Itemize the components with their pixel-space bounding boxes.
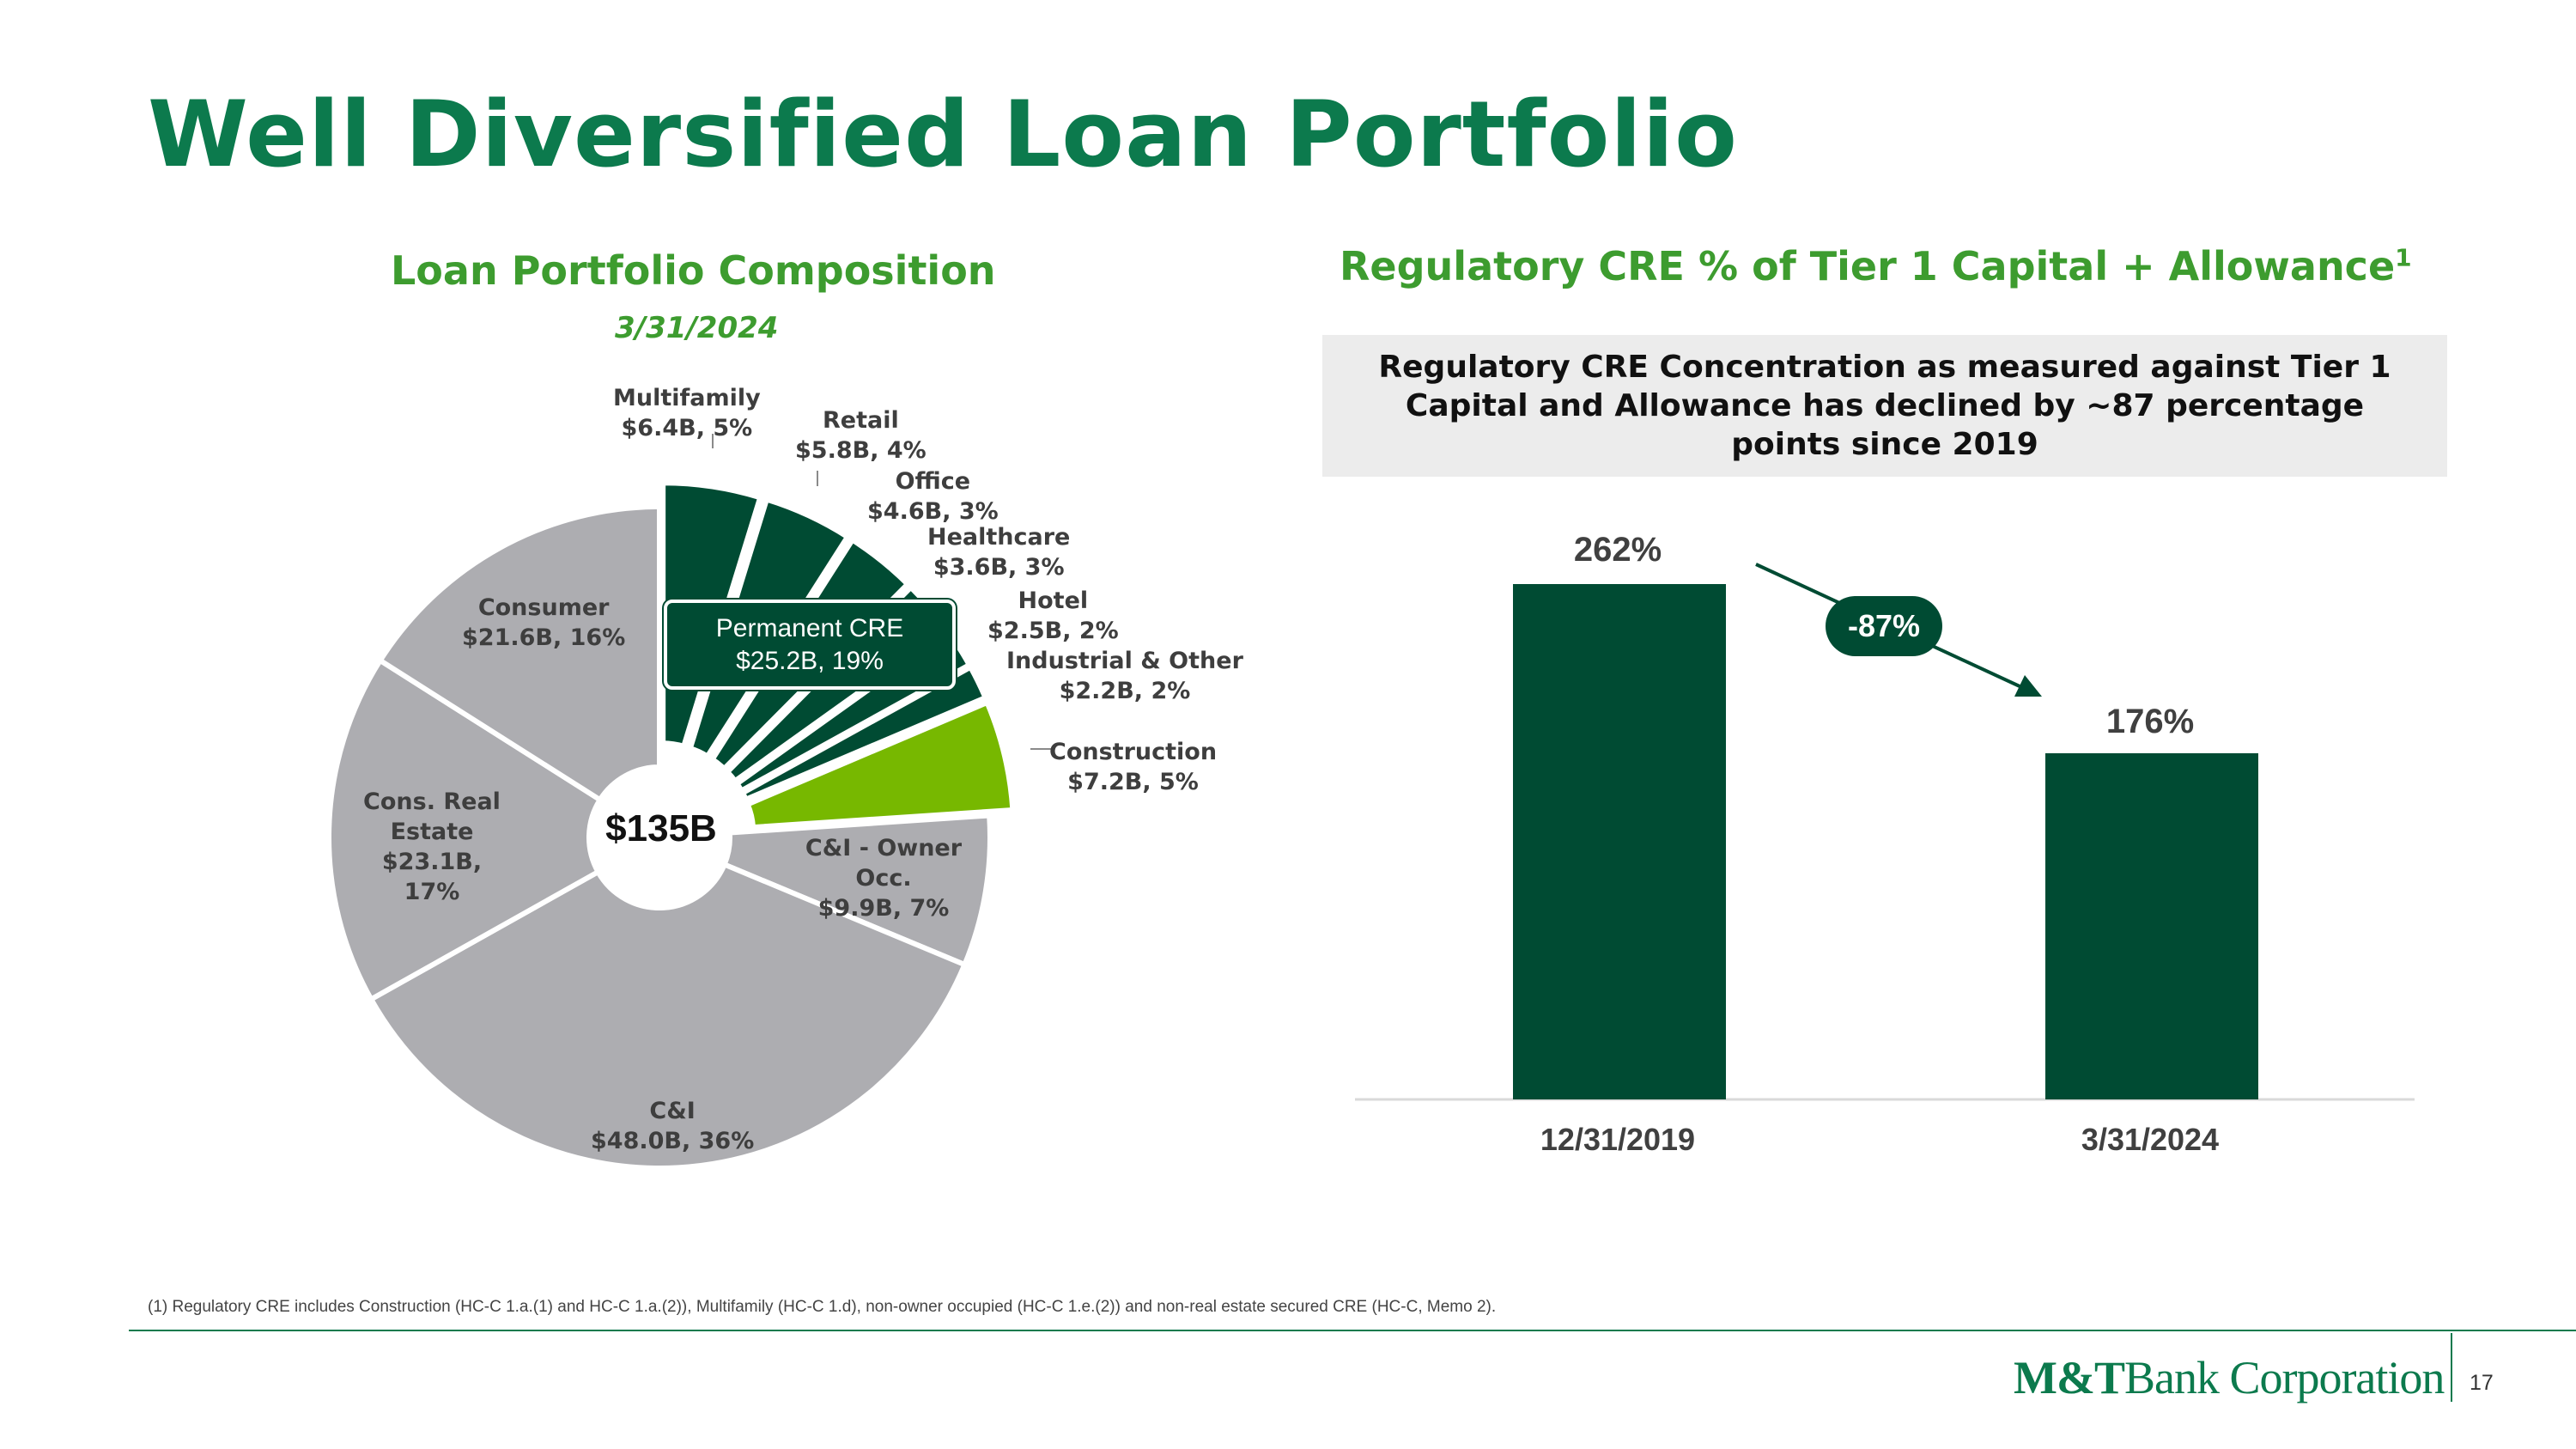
slice-value: $7.2B, 5% — [1067, 769, 1199, 795]
slice-value: $48.0B, 36% — [591, 1128, 755, 1154]
company-logo: M&TBank Corporation — [2014, 1351, 2445, 1404]
bar-12-31-2019 — [1513, 584, 1726, 1099]
slice-name: C&I — [649, 1098, 696, 1124]
change-badge: -87% — [1826, 596, 1942, 656]
bar-category-label-2019: 12/31/2019 — [1540, 1122, 1696, 1157]
bar-category-label-2024: 3/31/2024 — [2081, 1122, 2220, 1157]
bar-chart — [1355, 563, 2415, 1101]
slice-value: $4.6B, 3% — [867, 498, 999, 525]
page-number: 17 — [2470, 1371, 2494, 1395]
footnote: (1) Regulatory CRE includes Construction… — [148, 1298, 1497, 1316]
pie-label-retail: Retail $5.8B, 4% — [795, 405, 927, 466]
pie-label-cons-real-estate: Cons. Real Estate $23.1B, 17% — [350, 787, 513, 907]
pie-label-consumer: Consumer $21.6B, 16% — [462, 593, 625, 653]
slice-name: Office — [895, 468, 971, 495]
pie-slice-cons-real-estate — [326, 656, 604, 1003]
pie-label-office: Office $4.6B, 3% — [867, 466, 999, 527]
slice-name: Cons. Real Estate — [363, 788, 501, 845]
slice-name: Consumer — [477, 594, 610, 621]
pie-slice-c-i-owner-occ — [720, 813, 993, 968]
slice-value: $3.6B, 3% — [933, 554, 1065, 581]
pie-center-total: $135B — [605, 807, 717, 849]
bar-value-label-2024: 176% — [2105, 703, 2195, 740]
pie-slice-industrial-other — [738, 663, 989, 803]
logo-mark: M&T — [2014, 1352, 2125, 1403]
pie-slice-consumer — [376, 503, 662, 804]
cre-callout-box: Regulatory CRE Concentration as measured… — [1322, 335, 2447, 477]
bar-3-31-2024 — [2045, 752, 2258, 1099]
slice-name: Construction — [1049, 739, 1218, 765]
slice-value: $5.8B, 4% — [795, 437, 927, 464]
pie-label-hotel: Hotel $2.5B, 2% — [987, 586, 1119, 646]
pie-slice-c-i — [368, 861, 969, 1171]
pie-label-multifamily: Multifamily $6.4B, 5% — [613, 383, 761, 443]
slice-name: Hotel — [1018, 588, 1089, 614]
slice-value: $2.2B, 2% — [1059, 678, 1191, 704]
permanent-cre-value: $25.2B, 19% — [736, 646, 884, 675]
logo-wordmark: Bank Corporation — [2123, 1352, 2445, 1403]
slice-name: C&I - Owner Occ. — [805, 835, 963, 892]
bar-chart-title-text: Regulatory CRE % of Tier 1 Capital + All… — [1340, 243, 2396, 289]
bar-value-label-2019: 262% — [1573, 531, 1662, 569]
footnote-marker: 1 — [2395, 243, 2412, 272]
slice-value: $2.5B, 2% — [987, 618, 1119, 644]
pie-label-ci: C&I $48.0B, 36% — [591, 1096, 754, 1156]
slice-name: Retail — [822, 407, 899, 434]
pie-label-healthcare: Healthcare $3.6B, 3% — [927, 522, 1070, 582]
logo-separator — [2451, 1333, 2452, 1402]
slice-value: $6.4B, 5% — [621, 415, 753, 441]
permanent-cre-group-label: Permanent CRE $25.2B, 19% — [664, 600, 956, 690]
decline-arrow-head — [2014, 675, 2042, 697]
pie-chart-date: 3/31/2024 — [615, 311, 779, 345]
cre-callout-text: Regulatory CRE Concentration as measured… — [1378, 350, 2391, 462]
slice-value: $21.6B, 16% — [462, 624, 626, 651]
bar-chart-title: Regulatory CRE % of Tier 1 Capital + All… — [1340, 243, 2412, 289]
page-title: Well Diversified Loan Portfolio — [148, 82, 1738, 187]
slice-name: Industrial & Other — [1006, 648, 1243, 674]
footer-divider — [129, 1330, 2576, 1331]
pie-label-construction: Construction $7.2B, 5% — [1049, 737, 1217, 797]
pie-label-ci-owner-occ: C&I - Owner Occ. $9.9B, 7% — [802, 833, 965, 923]
pie-slice-construction — [744, 699, 1016, 831]
slice-name: Healthcare — [927, 524, 1071, 551]
slice-value: $9.9B, 7% — [817, 895, 950, 922]
slice-value: $23.1B, 17% — [381, 849, 483, 905]
slice-name: Multifamily — [613, 385, 761, 411]
pie-label-industrial: Industrial & Other $2.2B, 2% — [1006, 646, 1243, 706]
pie-chart-title: Loan Portfolio Composition — [391, 247, 996, 294]
permanent-cre-name: Permanent CRE — [715, 613, 904, 642]
